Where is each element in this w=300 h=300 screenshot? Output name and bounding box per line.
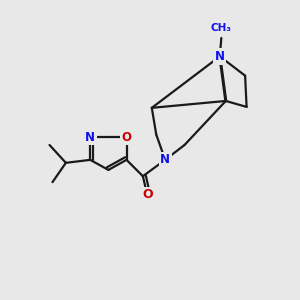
Text: O: O (142, 188, 153, 201)
Text: O: O (122, 131, 131, 144)
Text: CH₃: CH₃ (211, 22, 232, 33)
Text: N: N (85, 131, 95, 144)
Text: N: N (160, 153, 170, 167)
Text: N: N (215, 50, 225, 63)
